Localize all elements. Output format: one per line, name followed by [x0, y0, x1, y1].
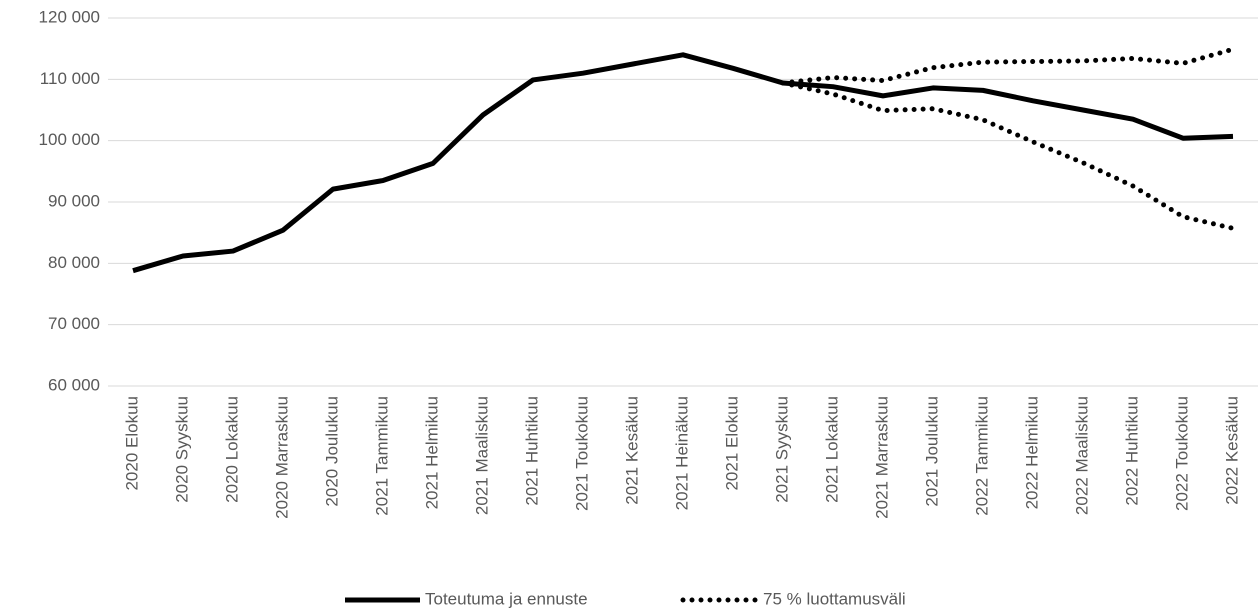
y-tick-label: 80 000: [48, 253, 100, 272]
x-tick-label: 2020 Elokuu: [122, 396, 141, 491]
x-tick-label: 2021 Maaliskuu: [472, 396, 491, 515]
x-tick-label: 2021 Lokakuu: [822, 396, 841, 503]
y-tick-label: 90 000: [48, 191, 100, 210]
y-tick-label: 70 000: [48, 314, 100, 333]
x-tick-label: 2022 Maaliskuu: [1072, 396, 1091, 515]
x-tick-label: 2021 Elokuu: [722, 396, 741, 491]
y-tick-label: 100 000: [39, 130, 100, 149]
x-tick-label: 2022 Kesäkuu: [1222, 396, 1241, 505]
legend-label: 75 % luottamusväli: [763, 589, 906, 608]
y-tick-label: 110 000: [40, 69, 100, 88]
x-tick-label: 2021 Tammikuu: [372, 396, 391, 516]
line: [780, 80, 1236, 231]
x-tick-label: 2020 Syyskuu: [172, 396, 191, 503]
line: [780, 46, 1236, 86]
x-tick-label: 2021 Heinäkuu: [672, 396, 691, 510]
y-tick-label: 120 000: [39, 7, 100, 26]
x-tick-label: 2021 Joulukuu: [922, 396, 941, 507]
x-tick-label: 2022 Tammikuu: [972, 396, 991, 516]
x-tick-label: 2021 Kesäkuu: [622, 396, 641, 505]
x-tick-label: 2022 Toukokuu: [1172, 396, 1191, 511]
x-tick-label: 2021 Huhtikuu: [522, 396, 541, 506]
x-tick-label: 2020 Joulukuu: [322, 396, 341, 507]
x-tick-label: 2021 Syyskuu: [772, 396, 791, 503]
line: [132, 52, 1234, 274]
x-tick-label: 2022 Huhtikuu: [1122, 396, 1141, 506]
x-tick-label: 2020 Marraskuu: [272, 396, 291, 519]
x-tick-label: 2021 Helmikuu: [422, 396, 441, 509]
x-tick-label: 2021 Toukokuu: [572, 396, 591, 511]
x-tick-label: 2020 Lokakuu: [222, 396, 241, 503]
x-tick-label: 2021 Marraskuu: [872, 396, 891, 519]
legend-label: Toteutuma ja ennuste: [425, 589, 588, 608]
y-tick-label: 60 000: [48, 375, 100, 394]
x-tick-label: 2022 Helmikuu: [1022, 396, 1041, 509]
